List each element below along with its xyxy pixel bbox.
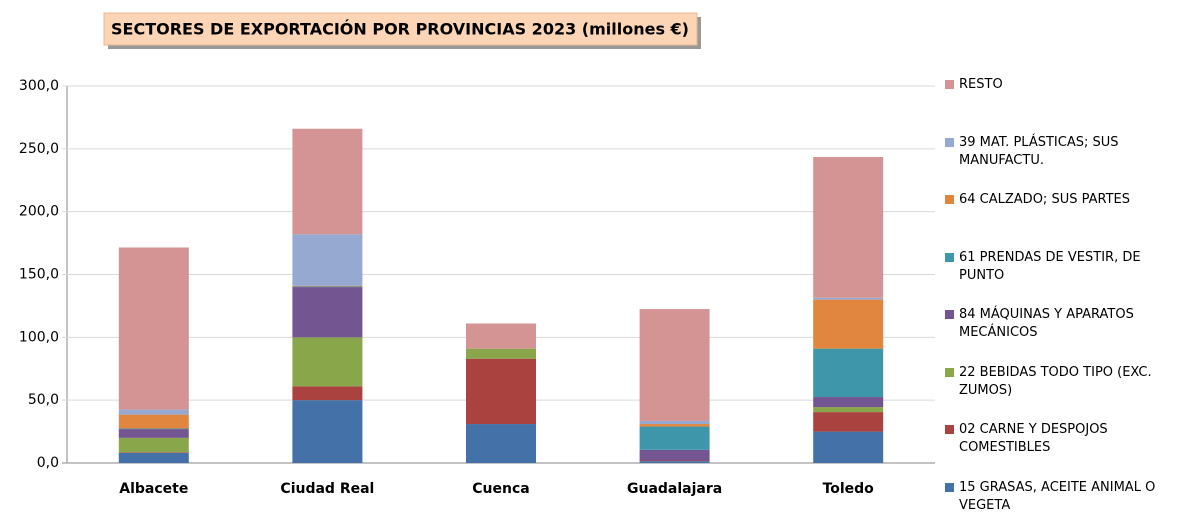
bar-segment <box>292 128 363 235</box>
x-tick-label: Toledo <box>823 481 875 497</box>
legend-swatch <box>945 425 954 434</box>
bar-segment <box>813 157 884 298</box>
legend-item: 22 BEBIDAS TODO TIPO (EXC. ZUMOS) <box>945 364 1180 400</box>
bar-segment <box>292 337 363 387</box>
bar-segment <box>118 437 189 453</box>
bar-segment <box>466 358 536 425</box>
bar-segment <box>292 286 363 288</box>
bar-segment <box>813 407 884 413</box>
legend-item: 61 PRENDAS DE VESTIR, DE PUNTO <box>945 249 1180 285</box>
bar-segment <box>639 424 710 427</box>
legend-swatch <box>945 252 954 262</box>
bar-segment <box>639 461 710 463</box>
legend-swatch <box>945 80 954 89</box>
legend-item: 02 CARNE Y DESPOJOS COMESTIBLES <box>945 421 1180 457</box>
bar-segment <box>292 400 363 463</box>
bar-segment <box>639 309 710 421</box>
bar-segment <box>292 285 363 287</box>
bar-segment <box>292 386 363 401</box>
y-tick-label: 300,0 <box>19 78 59 94</box>
y-tick-label: 0,0 <box>37 455 59 471</box>
y-tick-label: 150,0 <box>19 267 59 283</box>
bar-segment <box>466 348 536 359</box>
x-tick-label: Ciudad Real <box>280 481 374 497</box>
bar-segment <box>118 452 189 453</box>
bar-segment <box>118 409 189 415</box>
y-tick-label: 50,0 <box>28 392 59 408</box>
legend-label: 39 MAT. PLÁSTICAS; SUS MANUFACTU. <box>959 134 1119 168</box>
legend-item: 39 MAT. PLÁSTICAS; SUS MANUFACTU. <box>945 134 1180 170</box>
bar-segment <box>292 234 363 286</box>
legend-item: 84 MÁQUINAS Y APARATOS MECÁNICOS <box>945 306 1180 342</box>
legend-label: 84 MÁQUINAS Y APARATOS MECÁNICOS <box>959 307 1134 340</box>
chart-title: SECTORES DE EXPORTACIÓN POR PROVINCIAS 2… <box>111 20 689 39</box>
legend-item: 64 CALZADO; SUS PARTES <box>945 191 1180 209</box>
legend-label: 22 BEBIDAS TODO TIPO (EXC. ZUMOS) <box>959 364 1152 398</box>
bar-segment <box>118 452 189 463</box>
legend-label: RESTO <box>959 77 1003 92</box>
y-tick-label: 250,0 <box>19 141 59 157</box>
bar-segment <box>466 424 536 463</box>
legend-swatch <box>945 195 954 204</box>
legend-label: 02 CARNE Y DESPOJOS COMESTIBLES <box>959 422 1108 455</box>
x-tick-label: Guadalajara <box>627 481 722 497</box>
title-box <box>103 12 698 46</box>
bar-segment <box>639 460 710 462</box>
bar-segment <box>118 414 189 429</box>
bar-segment <box>813 348 884 398</box>
x-tick-label: Cuenca <box>472 481 529 497</box>
bar-segment <box>639 426 710 450</box>
bar-segment <box>813 412 884 432</box>
legend-item: RESTO <box>945 76 1180 94</box>
bar-segment <box>292 287 363 338</box>
bar-segment <box>118 428 189 430</box>
legend-label: 61 PRENDAS DE VESTIR, DE PUNTO <box>959 249 1141 283</box>
legend-item: 15 GRASAS, ACEITE ANIMAL O VEGETA <box>945 479 1180 515</box>
bar-segment <box>813 431 884 463</box>
legend-swatch <box>945 482 954 492</box>
legend-swatch <box>945 367 954 377</box>
bar-segment <box>639 449 710 461</box>
bar-segment <box>813 297 884 300</box>
legend-label: 15 GRASAS, ACEITE ANIMAL O VEGETA <box>959 479 1156 513</box>
y-tick-label: 100,0 <box>19 329 59 345</box>
bar-segment <box>813 397 884 408</box>
bar-segment <box>118 429 189 438</box>
bar-segment <box>813 299 884 349</box>
y-tick-label: 200,0 <box>19 204 59 220</box>
bar-segment <box>118 247 189 410</box>
bar-segment <box>466 323 536 349</box>
legend-label: 64 CALZADO; SUS PARTES <box>959 192 1130 207</box>
x-tick-label: Albacete <box>119 481 188 497</box>
legend-swatch <box>945 310 954 319</box>
bar-segment <box>639 420 710 425</box>
legend-swatch <box>945 137 954 147</box>
